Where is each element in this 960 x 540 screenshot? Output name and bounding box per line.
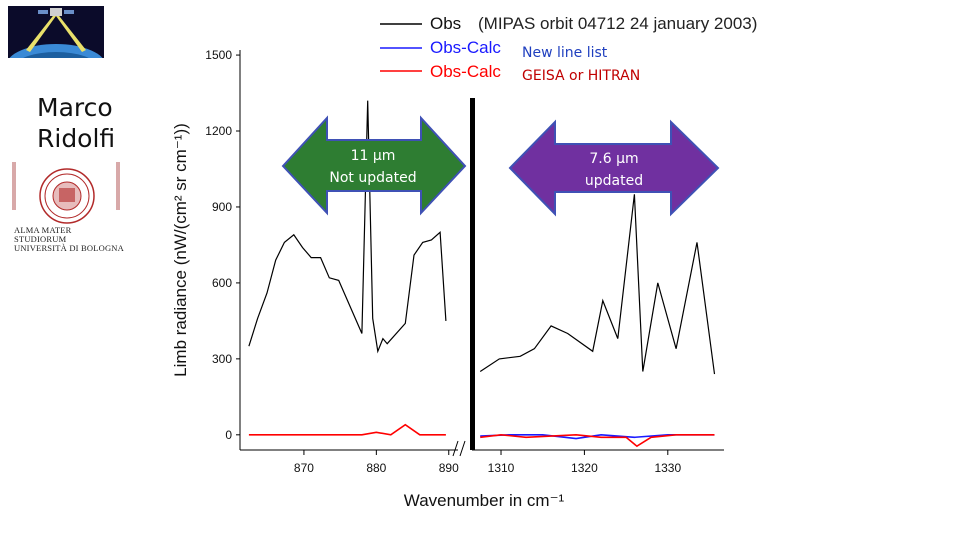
chart-frame [239,50,724,457]
university-logo [12,160,122,250]
arrow-label-7-6um: 7.6 µm [589,151,638,167]
arrow-label-updated: updated [585,173,643,189]
green-double-arrow [281,115,467,216]
presenter-name: Marco Ridolfi [37,92,147,154]
x-tick-label: 1330 [654,461,681,475]
purple-arrow-annotation: 7.6 µm updated [508,119,720,217]
y-tick-label: 600 [212,276,232,290]
legend-label-new: Obs-Calc [430,38,501,57]
y-tick-label: 0 [225,428,232,442]
university-line2: UNIVERSITÀ DI BOLOGNA [14,243,124,253]
chart-legend: Obs (MIPAS orbit 04712 24 january 2003) … [380,14,757,84]
purple-double-arrow [508,119,720,217]
series-lines [248,100,716,448]
university-line1: ALMA MATER STUDIORUM [14,225,72,244]
university-name: ALMA MATER STUDIORUM UNIVERSITÀ DI BOLOG… [14,226,124,253]
axis-break-mark-1 [452,440,459,457]
legend-note-new: New line list [522,45,608,61]
legend-note-orbit: (MIPAS orbit 04712 24 january 2003) [478,14,757,33]
y-tick-label: 1200 [205,124,232,138]
axis-break-mark-2 [459,440,466,457]
series-line-right [479,194,716,375]
y-tick-label: 1500 [205,48,232,62]
arrow-label-11um: 11 µm [351,148,396,164]
series-line-left [248,423,446,436]
legend-note-old: GEISA or HITRAN [522,68,640,84]
series-line-right [480,433,715,448]
x-ticks: 870 880 890 1310 1320 1330 [294,450,681,475]
y-axis-label: Limb radiance (nW/(cm² sr cm⁻¹)) [171,123,190,377]
panel-divider [470,98,475,450]
presenter-last-name: Ridolfi [37,124,116,153]
university-seal-icon [12,162,120,224]
legend-label-old: Obs-Calc [430,62,501,81]
green-arrow-annotation: 11 µm Not updated [281,115,467,216]
y-tick-label: 900 [212,200,232,214]
x-tick-label: 1320 [571,461,598,475]
y-ticks: 0 300 600 900 1200 1500 [205,48,240,442]
x-tick-label: 880 [366,461,386,475]
legend-label-obs: Obs [430,14,461,33]
presenter-first-name: Marco [37,93,113,122]
x-tick-label: 870 [294,461,314,475]
y-tick-label: 300 [212,352,232,366]
x-axis-label: Wavenumber in cm⁻¹ [404,491,565,510]
x-tick-label: 890 [439,461,459,475]
series-line-left [248,100,447,354]
x-tick-label: 1310 [488,461,515,475]
arrow-label-not-updated: Not updated [329,170,416,186]
